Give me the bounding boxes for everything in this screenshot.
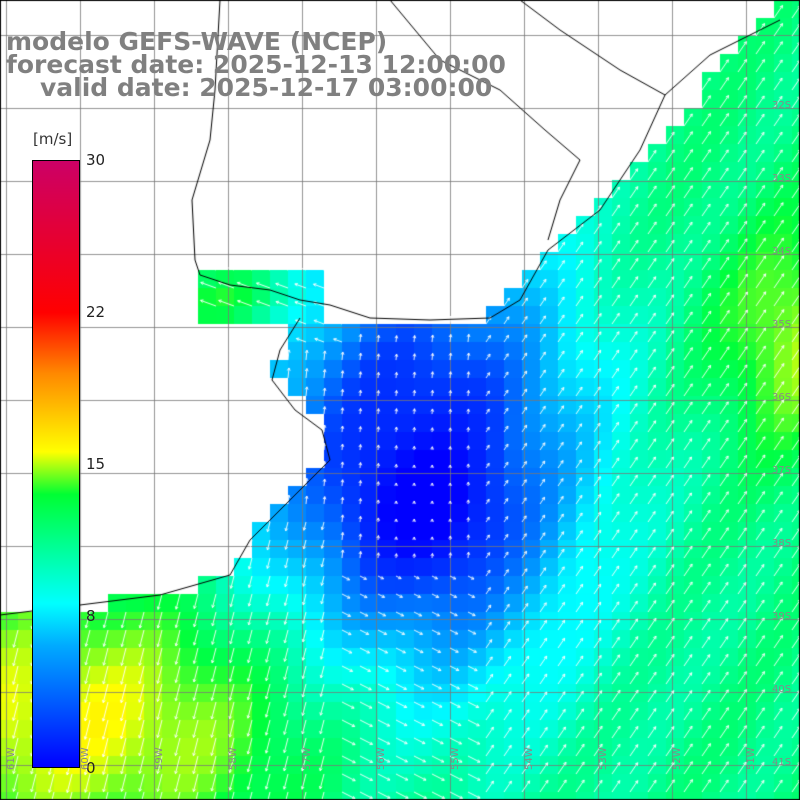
- lat-label: 34S: [772, 246, 792, 257]
- colorbar: [32, 160, 80, 768]
- lon-label: 54W: [524, 747, 535, 770]
- lon-label: 61W: [6, 747, 17, 770]
- lon-label: 52W: [672, 747, 683, 770]
- lat-label: 32S: [772, 100, 792, 111]
- forecast-date: forecast date: 2025-12-13 12:00:00: [6, 50, 506, 79]
- lat-label: 33S: [772, 173, 792, 184]
- lon-label: 60W: [80, 747, 91, 770]
- colorbar-tick-15: 15: [86, 455, 106, 473]
- colorbar-tick-0: 0: [86, 759, 96, 777]
- model-title: modelo GEFS-WAVE (NCEP): [6, 27, 388, 56]
- lat-label: 40S: [772, 684, 792, 695]
- lon-label: 56W: [376, 747, 387, 770]
- lon-label: 53W: [598, 747, 609, 770]
- lat-label: 38S: [772, 538, 792, 549]
- lon-label: 57W: [302, 747, 313, 770]
- lat-label: 36S: [772, 392, 792, 403]
- lon-label: 58W: [228, 747, 239, 770]
- valid-date: valid date: 2025-12-17 03:00:00: [40, 73, 493, 102]
- lon-label: 51W: [746, 747, 757, 770]
- lat-label: 41S: [772, 757, 792, 768]
- lat-label: 35S: [772, 319, 792, 330]
- colorbar-tick-8: 8: [86, 607, 96, 625]
- lat-label: 37S: [772, 465, 792, 476]
- colorbar-tick-22: 22: [86, 303, 106, 321]
- lon-label: 59W: [154, 747, 165, 770]
- colorbar-tick-30: 30: [86, 151, 106, 169]
- lon-label: 55W: [450, 747, 461, 770]
- colorbar-unit: [m/s]: [33, 130, 73, 148]
- lat-label: 39S: [772, 611, 792, 622]
